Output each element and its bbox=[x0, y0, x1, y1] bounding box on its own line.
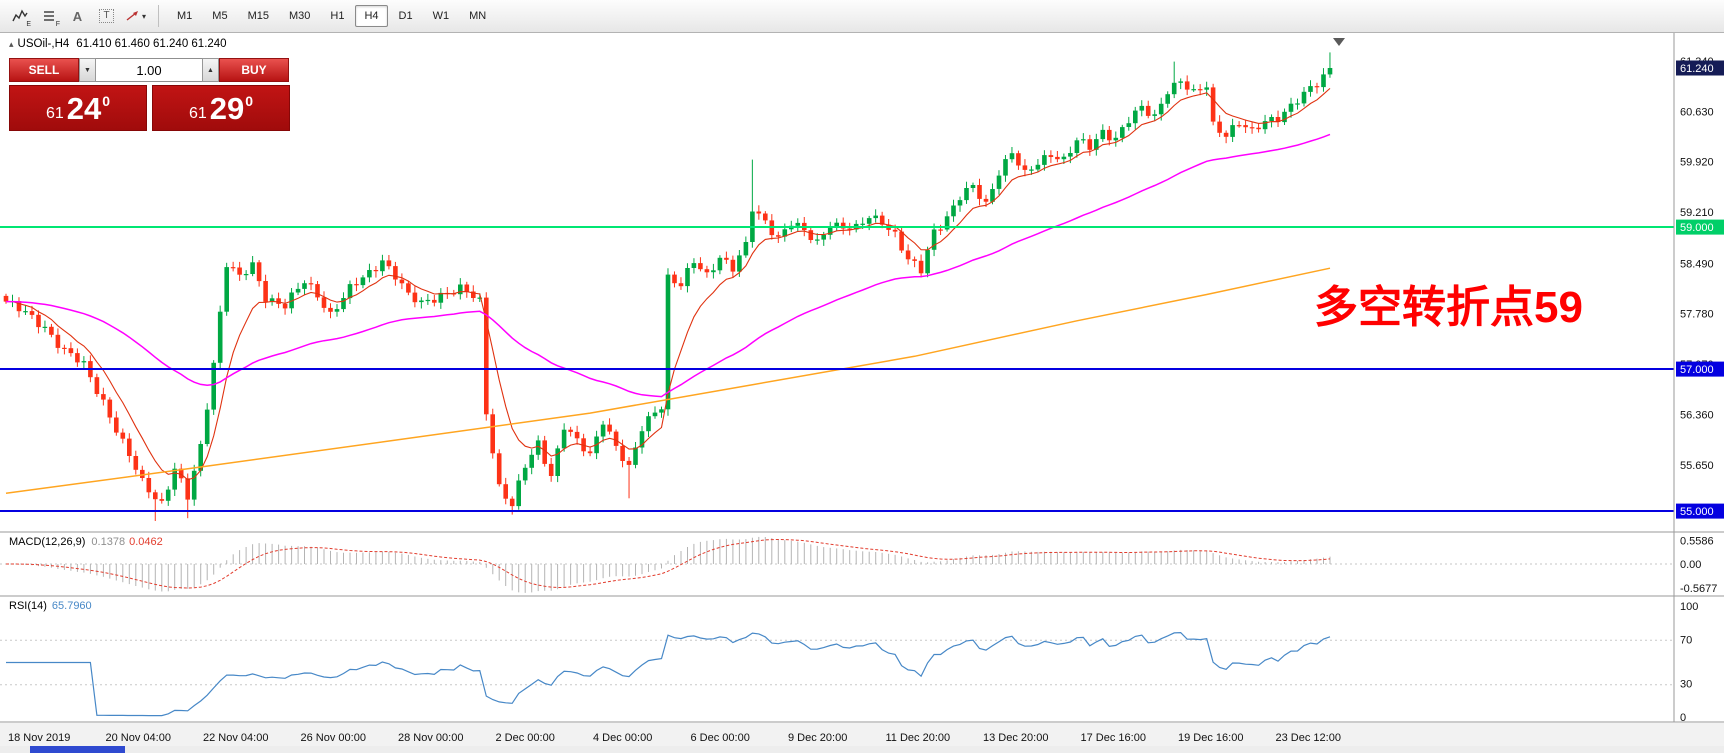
svg-text:0: 0 bbox=[1680, 712, 1686, 724]
time-axis[interactable]: 18 Nov 2019 20 Nov 04:00 22 Nov 04:00 26 No… bbox=[8, 732, 1341, 744]
macd-signal-line bbox=[6, 538, 1331, 589]
svg-text:-0.5677: -0.5677 bbox=[1680, 583, 1717, 595]
grid-list-icon bbox=[43, 11, 54, 21]
chart-annotation: 多空转折点59 bbox=[1314, 283, 1583, 332]
sell-price-big: 24 bbox=[66, 90, 102, 126]
svg-text:59.920: 59.920 bbox=[1680, 157, 1714, 169]
chart-mode-button[interactable]: E bbox=[6, 4, 33, 28]
macd-signal-value: 0.0462 bbox=[129, 536, 163, 548]
svg-text:20 Nov 04:00: 20 Nov 04:00 bbox=[106, 732, 171, 744]
svg-text:0.5586: 0.5586 bbox=[1680, 536, 1714, 548]
timeframe-button-h1[interactable]: H1 bbox=[330, 10, 345, 22]
timeframe-button-mn[interactable]: MN bbox=[469, 10, 487, 22]
macd-main-value: 0.1378 bbox=[91, 536, 126, 548]
bottom-strip bbox=[0, 746, 1724, 753]
svg-text:17 Dec 16:00: 17 Dec 16:00 bbox=[1081, 732, 1146, 744]
ma-fast-line bbox=[5, 87, 1331, 481]
grid-list-button[interactable]: F bbox=[35, 4, 62, 28]
svg-text:30: 30 bbox=[1680, 679, 1692, 691]
rsi-name: RSI(14) bbox=[9, 600, 47, 612]
timeframe-button-m5[interactable]: M5 bbox=[212, 10, 228, 22]
symbol-info-line: ▴ USOil-,H4 61.410 61.460 61.240 61.240 bbox=[9, 38, 227, 50]
buy-price-display[interactable]: 61 29 0 bbox=[152, 85, 290, 131]
bottom-blue-strip bbox=[30, 746, 125, 753]
svg-text:55.000: 55.000 bbox=[1680, 506, 1714, 518]
rsi-current-value: 65.7960 bbox=[51, 600, 92, 612]
svg-text:57.000: 57.000 bbox=[1680, 364, 1714, 376]
buy-price-big: 29 bbox=[209, 90, 245, 126]
svg-text:59.000: 59.000 bbox=[1680, 222, 1714, 234]
svg-text:56.360: 56.360 bbox=[1680, 410, 1714, 422]
svg-text:13 Dec 20:00: 13 Dec 20:00 bbox=[983, 732, 1048, 744]
icon-sub-label: E bbox=[26, 21, 31, 28]
svg-text:70: 70 bbox=[1680, 634, 1692, 646]
svg-text:59.210: 59.210 bbox=[1680, 207, 1714, 219]
timeframe-button-d1[interactable]: D1 bbox=[398, 10, 413, 22]
timeframe-button-h4[interactable]: H4 bbox=[355, 5, 388, 27]
rsi-indicator-label: RSI(14) 65.7960 bbox=[9, 600, 92, 612]
svg-text:22 Nov 04:00: 22 Nov 04:00 bbox=[203, 732, 268, 744]
svg-text:18 Nov 2019: 18 Nov 2019 bbox=[8, 732, 70, 744]
text-label-tool-button[interactable]: A bbox=[64, 4, 91, 28]
macd-name: MACD(12,26,9) bbox=[9, 536, 86, 548]
svg-text:19 Dec 16:00: 19 Dec 16:00 bbox=[1178, 732, 1243, 744]
svg-text:2 Dec 00:00: 2 Dec 00:00 bbox=[496, 732, 555, 744]
sell-price-display[interactable]: 61 24 0 bbox=[9, 85, 147, 131]
volume-input[interactable] bbox=[96, 58, 202, 82]
svg-text:26 Nov 00:00: 26 Nov 00:00 bbox=[301, 732, 366, 744]
trendline-arrow-icon bbox=[126, 11, 138, 21]
buy-button[interactable]: BUY bbox=[219, 58, 289, 82]
macd-indicator-label: MACD(12,26,9) 0.1378 0.0462 bbox=[9, 536, 163, 548]
zigzag-chart-icon bbox=[11, 9, 28, 22]
svg-text:61.240: 61.240 bbox=[1680, 63, 1714, 75]
buy-price-small: 61 bbox=[188, 105, 207, 122]
svg-text:58.490: 58.490 bbox=[1680, 258, 1714, 270]
sell-price-sup: 0 bbox=[102, 93, 111, 109]
buy-price-sup: 0 bbox=[245, 93, 254, 109]
sell-button[interactable]: SELL bbox=[9, 58, 79, 82]
letter-a-icon: A bbox=[72, 8, 83, 24]
sell-price-small: 61 bbox=[45, 105, 64, 122]
letter-t-icon: T bbox=[99, 9, 114, 23]
symbol-period-label: USOil-,H4 bbox=[17, 38, 70, 50]
svg-text:100: 100 bbox=[1680, 601, 1698, 613]
ma-slow-line bbox=[6, 133, 1331, 398]
toolbar: E F A T ▾ M1 M5 M15 M30 H1 H4 D1 W1 bbox=[0, 0, 1724, 33]
price-axis[interactable]: 55.65056.36057.07057.78058.49059.21059.9… bbox=[1676, 56, 1724, 519]
volume-down-button[interactable]: ▼ bbox=[79, 58, 96, 82]
icon-sub-label: F bbox=[55, 21, 60, 28]
rsi-line bbox=[6, 631, 1331, 717]
svg-text:0.00: 0.00 bbox=[1680, 559, 1701, 571]
svg-text:55.650: 55.650 bbox=[1680, 460, 1714, 472]
macd-histogram bbox=[18, 536, 1331, 593]
one-click-trading-panel: SELL ▼ ▲ BUY 61 24 0 61 29 0 bbox=[9, 58, 291, 131]
svg-text:23 Dec 12:00: 23 Dec 12:00 bbox=[1276, 732, 1341, 744]
chart-shift-marker-icon[interactable] bbox=[1333, 38, 1345, 46]
svg-text:6 Dec 00:00: 6 Dec 00:00 bbox=[691, 732, 750, 744]
svg-text:60.630: 60.630 bbox=[1680, 106, 1714, 118]
panel-collapse-icon[interactable]: ▴ bbox=[9, 39, 14, 49]
svg-text:28 Nov 00:00: 28 Nov 00:00 bbox=[398, 732, 463, 744]
timeframe-button-m15[interactable]: M15 bbox=[247, 10, 269, 22]
ohlc-values: 61.410 61.460 61.240 61.240 bbox=[76, 38, 227, 50]
ma-trend-line bbox=[5, 267, 1331, 495]
timeframe-button-w1[interactable]: W1 bbox=[432, 10, 450, 22]
toolbar-separator bbox=[158, 5, 159, 27]
text-box-tool-button[interactable]: T bbox=[93, 4, 120, 28]
svg-text:9 Dec 20:00: 9 Dec 20:00 bbox=[788, 732, 847, 744]
timeframe-button-m30[interactable]: M30 bbox=[288, 10, 311, 22]
timeframe-button-m1[interactable]: M1 bbox=[177, 10, 193, 22]
drawing-tools-button[interactable]: ▾ bbox=[122, 4, 149, 28]
svg-text:11 Dec 20:00: 11 Dec 20:00 bbox=[886, 732, 951, 744]
svg-text:57.780: 57.780 bbox=[1680, 309, 1714, 321]
dropdown-caret-icon: ▾ bbox=[141, 11, 146, 21]
volume-up-button[interactable]: ▲ bbox=[202, 58, 219, 82]
svg-text:4 Dec 00:00: 4 Dec 00:00 bbox=[593, 732, 652, 744]
